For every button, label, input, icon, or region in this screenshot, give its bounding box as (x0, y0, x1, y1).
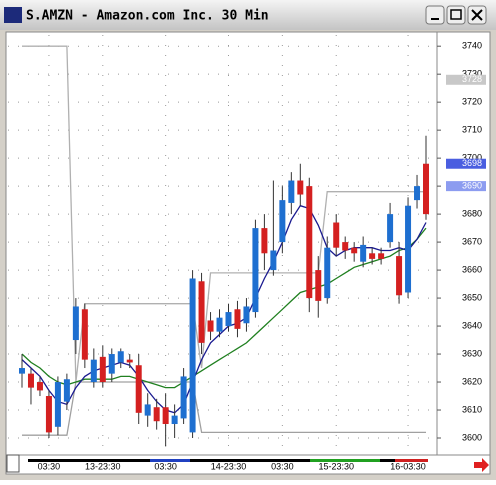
candle-body (162, 407, 169, 425)
candle-body (261, 228, 268, 254)
candle-body (198, 281, 205, 343)
session-strip (310, 459, 380, 462)
candle-body (19, 368, 25, 374)
candle-body (36, 382, 43, 391)
x-tick-label: 15-23:30 (318, 461, 354, 471)
title-bar (0, 0, 496, 30)
candle-body (189, 278, 196, 433)
candle-body (45, 396, 52, 433)
window-title: S.AMZN - Amazon.com Inc. 30 Min (26, 9, 269, 24)
candle-body (315, 270, 322, 301)
candle-body (63, 379, 70, 402)
y-tick-label: 3700 (462, 153, 482, 163)
x-tick-label: 03:30 (38, 461, 61, 471)
candle-body (225, 312, 232, 327)
candle-body (297, 180, 304, 195)
y-tick-label: 3730 (462, 69, 482, 79)
candle-body (180, 376, 187, 419)
x-tick-label: 16-03:30 (390, 461, 426, 471)
app-icon (4, 7, 22, 23)
minimize-button[interactable] (425, 5, 445, 25)
session-strip (395, 459, 428, 462)
candle-body (99, 356, 106, 383)
session-strip (28, 459, 428, 462)
candle-body (369, 253, 376, 259)
candle-body (108, 354, 115, 374)
price-marker (446, 181, 486, 192)
candle-body (378, 253, 385, 259)
candle-body (279, 200, 286, 243)
price-marker-label: 3698 (462, 158, 482, 168)
candle-body (216, 317, 223, 332)
price-marker (446, 74, 486, 85)
maximize-button[interactable] (446, 5, 466, 25)
x-tick-label: 14-23:30 (211, 461, 247, 471)
y-tick-label: 3660 (462, 264, 482, 274)
line-series (22, 381, 426, 436)
plot: 3600 3610 3620 3630 3640 3650 3660 3670 3680 3690… (8, 35, 486, 471)
scroll-arrow[interactable] (474, 458, 489, 472)
candle-body (243, 306, 250, 324)
candle-body (423, 163, 429, 215)
candle-body (342, 242, 349, 251)
y-tick-label: 3670 (462, 236, 482, 246)
session-strip (150, 459, 190, 462)
x-tick-label: 03:30 (154, 461, 177, 471)
candle-body (405, 205, 412, 293)
candle-body (81, 309, 88, 360)
price-marker (446, 158, 486, 169)
candle-body (153, 407, 160, 422)
candle-body (144, 404, 151, 416)
candle-body (126, 359, 133, 363)
line-series (22, 45, 426, 383)
candle-body (72, 306, 79, 341)
price-marker-label: 3728 (462, 74, 482, 84)
y-tick-label: 3710 (462, 125, 482, 135)
close-button[interactable] (467, 5, 487, 25)
y-tick-label: 3630 (462, 348, 482, 358)
line-series (21, 204, 427, 414)
y-tick-label: 3720 (462, 97, 482, 107)
y-tick-label: 3680 (462, 208, 482, 218)
candle-body (90, 359, 97, 383)
candle-body (360, 244, 367, 262)
candle-body (396, 256, 403, 296)
candle-body (171, 415, 178, 425)
candle-body (207, 320, 214, 332)
candle-body (306, 186, 313, 299)
candle-body (288, 180, 295, 203)
candle-body (351, 247, 358, 254)
line-series (21, 227, 427, 389)
candle-body (54, 382, 61, 427)
y-tick-label: 3600 (462, 432, 482, 442)
y-tick-label: 3620 (462, 376, 482, 386)
y-tick-label: 3640 (462, 320, 482, 330)
price-marker-label: 3690 (462, 181, 482, 191)
x-tick-label: 03:30 (271, 461, 294, 471)
candle-body (135, 365, 142, 413)
candle-body (117, 351, 124, 363)
x-tick-label: 13-23:30 (85, 461, 121, 471)
chart-panel (5, 31, 491, 475)
candle-body (252, 228, 259, 313)
candle-body (27, 373, 34, 388)
y-tick-label: 3740 (462, 41, 482, 51)
y-tick-label: 3650 (462, 292, 482, 302)
candle-body (324, 247, 331, 299)
candle-body (333, 222, 340, 248)
scroll-box[interactable] (6, 454, 20, 473)
candle-body (270, 250, 277, 271)
candle-body (414, 186, 421, 201)
candle-body (234, 309, 241, 329)
candle-body (387, 214, 394, 243)
y-tick-label: 3610 (462, 404, 482, 414)
